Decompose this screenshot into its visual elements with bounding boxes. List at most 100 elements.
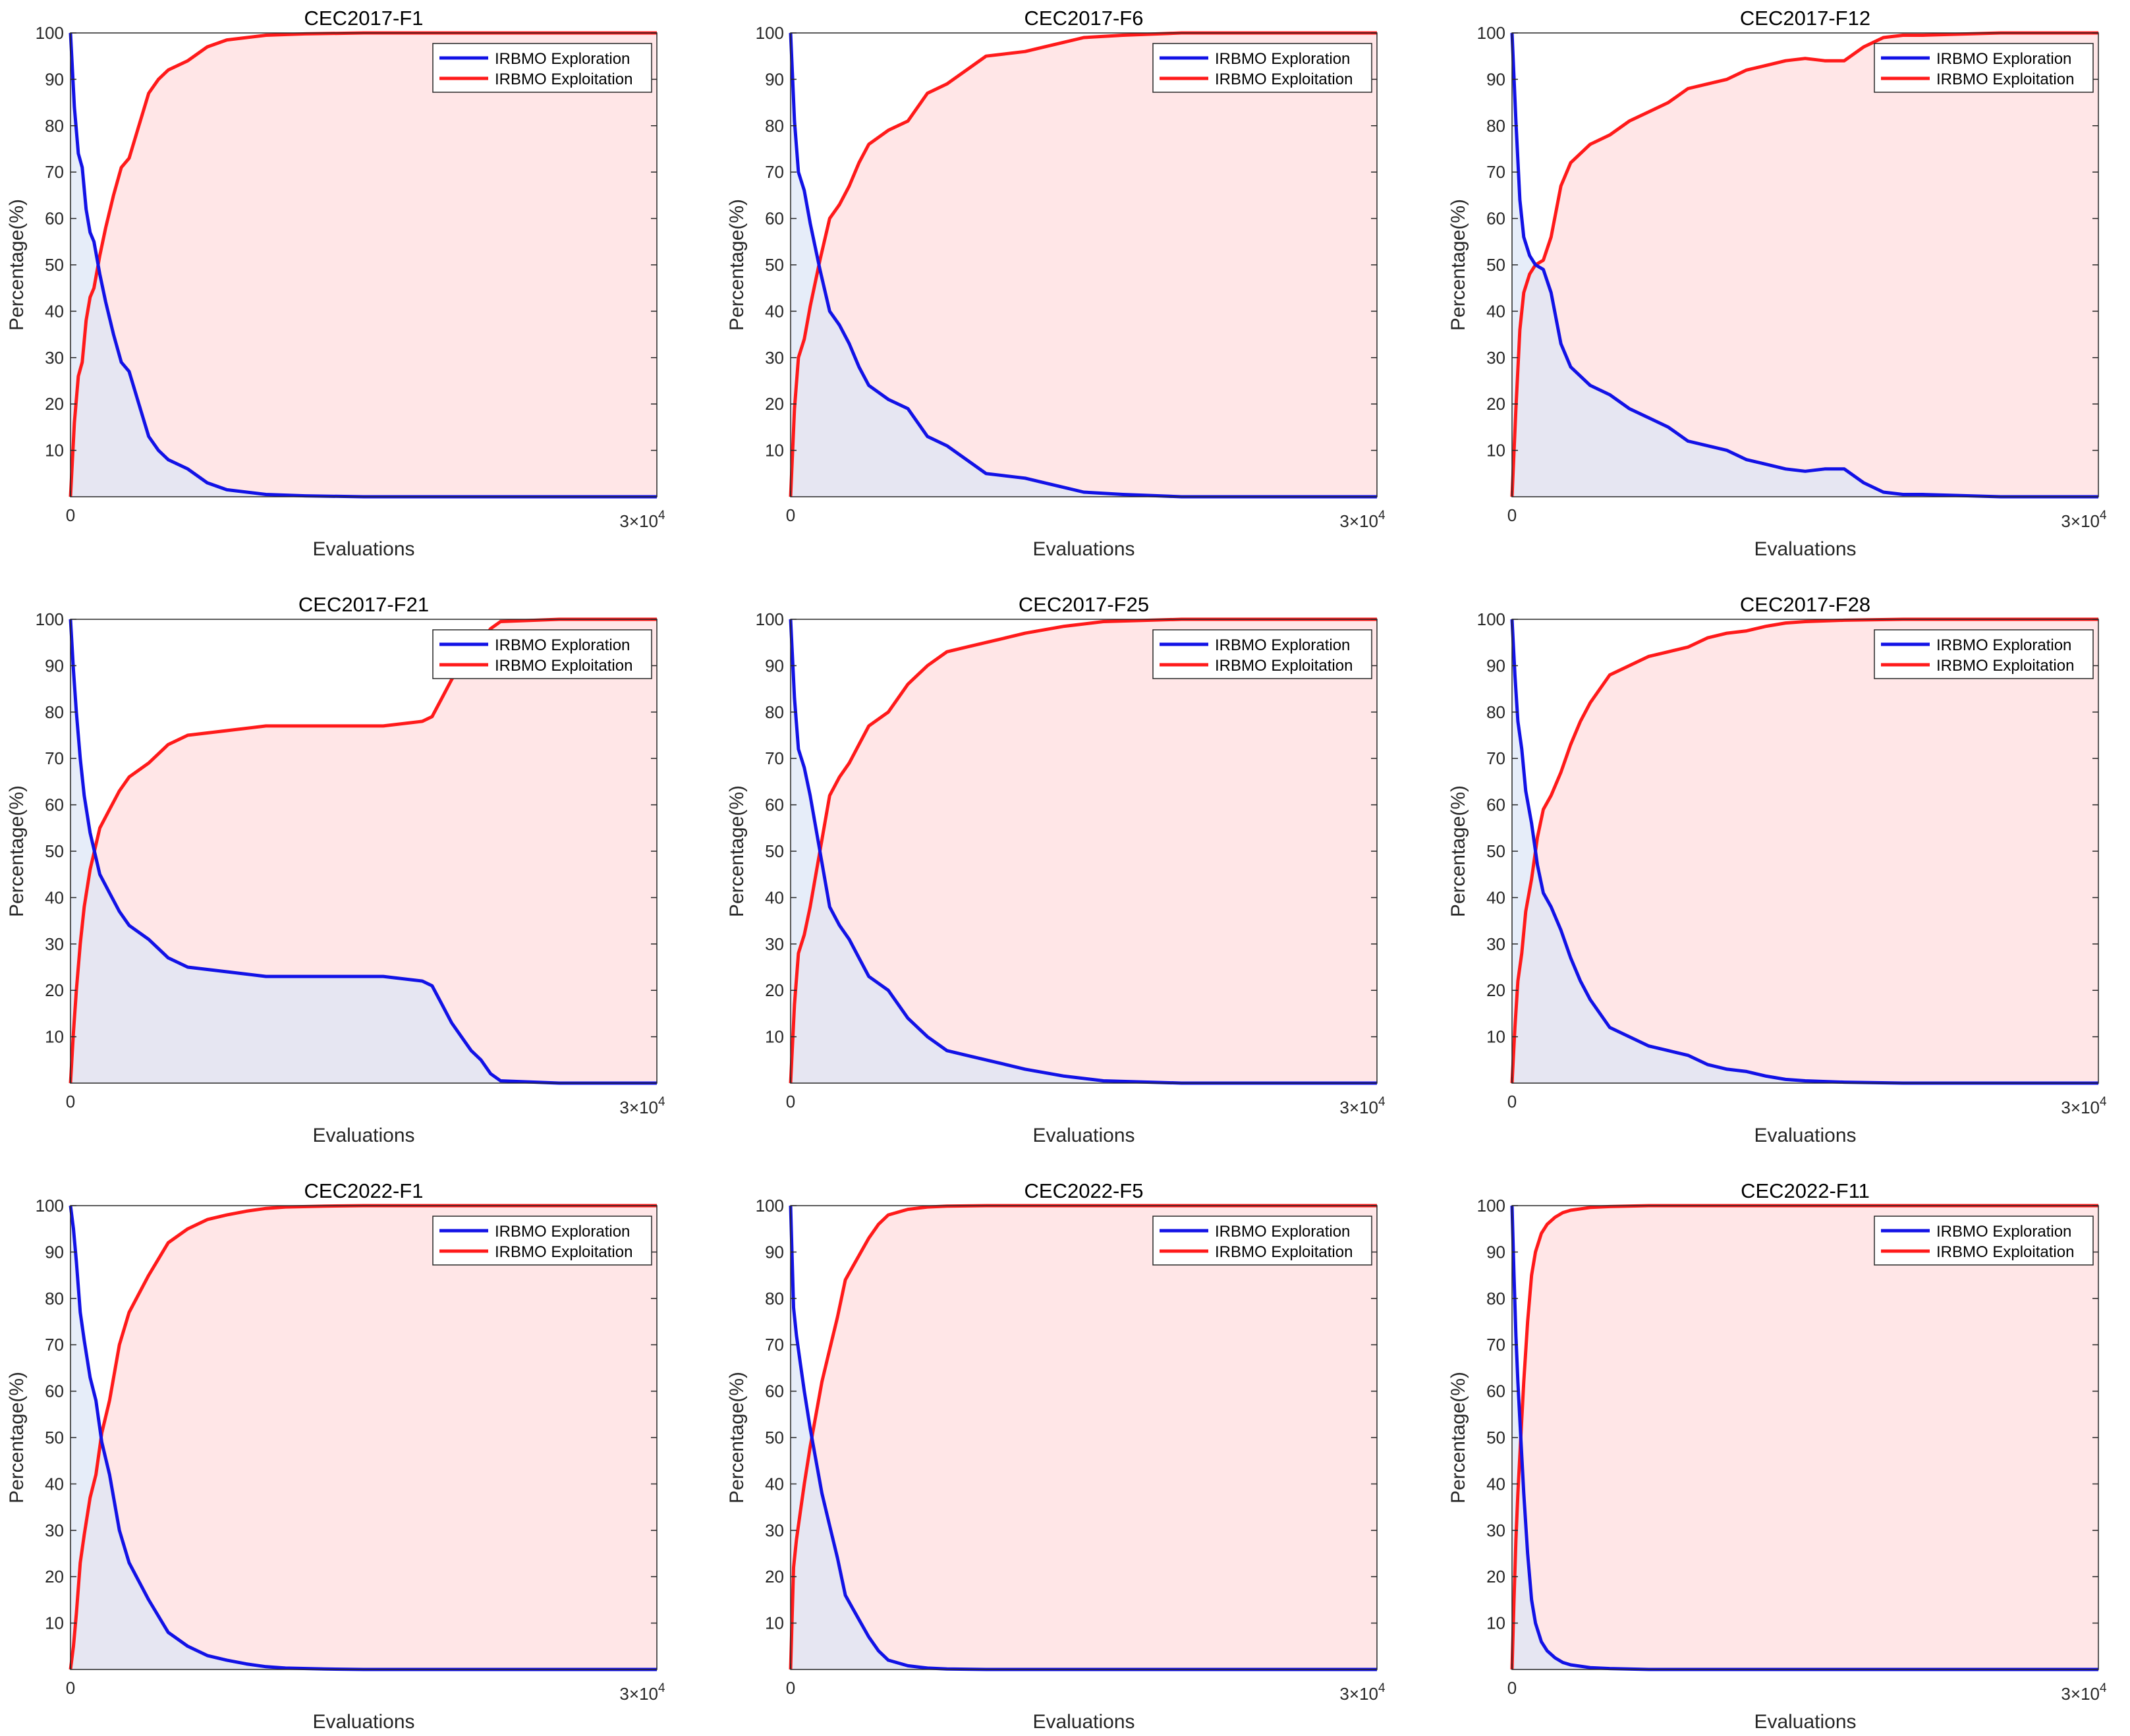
x-max-mantissa: 3×10 bbox=[619, 1098, 658, 1117]
x-axis-label: Evaluations bbox=[1032, 1711, 1135, 1733]
chart-title: CEC2017-F12 bbox=[1740, 7, 1870, 30]
y-axis-label: Percentage(%) bbox=[1447, 785, 1469, 917]
x-max-exponent: 4 bbox=[658, 509, 665, 522]
x-axis-label: Evaluations bbox=[1754, 538, 1856, 560]
y-tick-label: 10 bbox=[45, 441, 64, 461]
exploitation-area bbox=[1512, 619, 2098, 1083]
exploitation-area bbox=[791, 33, 1377, 497]
y-tick-label: 20 bbox=[45, 1567, 64, 1586]
legend-entry: IRBMO Exploitation bbox=[495, 70, 632, 88]
y-tick-label: 30 bbox=[1486, 348, 1505, 368]
exploitation-area bbox=[791, 1206, 1377, 1669]
legend-entry: IRBMO Exploitation bbox=[1215, 1243, 1353, 1261]
x-max-mantissa: 3×10 bbox=[2061, 1098, 2100, 1117]
chart-title: CEC2017-F1 bbox=[304, 7, 424, 30]
x-tick-label: 0 bbox=[66, 1678, 75, 1698]
chart-panel: 10 20 30 40 50 60 70 80 90 100 0 3×104 CEC2022-F11 Ev… bbox=[1447, 1179, 2107, 1733]
y-tick-label: 90 bbox=[765, 1242, 784, 1262]
x-tick-label: 0 bbox=[1507, 1092, 1517, 1111]
y-tick-label: 50 bbox=[765, 841, 784, 861]
chart-panel: 10 20 30 40 50 60 70 80 90 100 0 3×104 CEC2017-F21 Ev… bbox=[6, 593, 665, 1146]
y-tick-label: 70 bbox=[45, 1335, 64, 1355]
y-tick-label: 100 bbox=[756, 609, 784, 629]
legend-entry: IRBMO Exploration bbox=[1215, 1223, 1350, 1241]
exploration-line bbox=[789, 1205, 1377, 1671]
x-max-label: 3×104 bbox=[619, 1095, 665, 1117]
y-tick-label: 40 bbox=[1486, 887, 1505, 907]
y-tick-label: 90 bbox=[1486, 656, 1505, 675]
y-tick-label: 50 bbox=[765, 255, 784, 275]
exploration-line bbox=[69, 32, 657, 499]
legend-entry: IRBMO Exploration bbox=[495, 1223, 630, 1241]
legend-box bbox=[1874, 43, 2094, 93]
y-tick-label: 80 bbox=[765, 116, 784, 136]
chart-panel: 10 20 30 40 50 60 70 80 90 100 0 3×104 CEC2017-F1 Eva… bbox=[6, 7, 665, 560]
y-tick-label: 70 bbox=[45, 162, 64, 182]
y-tick-label: 80 bbox=[765, 702, 784, 722]
x-max-exponent: 4 bbox=[1378, 1681, 1386, 1695]
chart-panel: 10 20 30 40 50 60 70 80 90 100 0 3×104 CEC2017-F25 Ev… bbox=[726, 593, 1386, 1146]
y-tick-label: 60 bbox=[45, 209, 64, 229]
y-axis-label: Percentage(%) bbox=[6, 785, 28, 917]
y-tick-label: 20 bbox=[765, 980, 784, 1000]
x-tick-label: 0 bbox=[786, 505, 795, 525]
y-tick-label: 80 bbox=[45, 702, 64, 722]
x-tick-label: 0 bbox=[1507, 505, 1517, 525]
y-tick-label: 10 bbox=[765, 1613, 784, 1633]
x-tick-label: 0 bbox=[786, 1092, 795, 1111]
exploitation-line bbox=[69, 31, 657, 497]
y-tick-label: 40 bbox=[45, 1474, 64, 1494]
y-tick-label: 20 bbox=[765, 1567, 784, 1586]
exploitation-line bbox=[1510, 31, 2098, 497]
y-tick-label: 10 bbox=[45, 1613, 64, 1633]
exploration-area bbox=[791, 1206, 1377, 1669]
exploration-line bbox=[1510, 619, 2098, 1085]
y-tick-label: 20 bbox=[1486, 394, 1505, 414]
x-axis-label: Evaluations bbox=[312, 1711, 414, 1733]
y-tick-label: 40 bbox=[765, 887, 784, 907]
y-tick-label: 50 bbox=[1486, 1428, 1505, 1447]
exploitation-line bbox=[789, 617, 1377, 1084]
y-tick-label: 60 bbox=[45, 795, 64, 815]
exploitation-area bbox=[1512, 33, 2098, 497]
exploitation-line bbox=[69, 1204, 657, 1670]
x-max-mantissa: 3×10 bbox=[2061, 511, 2100, 531]
legend-entry: IRBMO Exploration bbox=[1936, 1223, 2071, 1241]
y-tick-label: 20 bbox=[45, 394, 64, 414]
y-tick-label: 10 bbox=[45, 1027, 64, 1047]
y-tick-label: 100 bbox=[36, 1196, 64, 1216]
exploitation-line bbox=[1510, 617, 2098, 1084]
legend-box bbox=[1152, 1216, 1372, 1266]
legend: IRBMO Exploration IRBMO Exploitation bbox=[1152, 1216, 1372, 1266]
x-tick-label: 0 bbox=[1507, 1678, 1517, 1698]
x-max-label: 3×104 bbox=[1339, 1681, 1386, 1704]
exploitation-area bbox=[70, 1206, 657, 1669]
exploitation-area bbox=[1512, 1206, 2098, 1669]
chart-panel: 10 20 30 40 50 60 70 80 90 100 0 3×104 CEC2022-F1 Eva… bbox=[6, 1179, 665, 1733]
y-tick-label: 70 bbox=[1486, 162, 1505, 182]
y-tick-label: 70 bbox=[45, 748, 64, 768]
y-tick-label: 100 bbox=[1477, 23, 1505, 43]
y-tick-label: 70 bbox=[765, 162, 784, 182]
exploration-line bbox=[789, 32, 1377, 499]
legend-box bbox=[1152, 43, 1372, 93]
legend-entry: IRBMO Exploration bbox=[495, 636, 630, 654]
x-max-exponent: 4 bbox=[1378, 1095, 1386, 1109]
y-tick-label: 50 bbox=[1486, 841, 1505, 861]
y-tick-label: 40 bbox=[765, 301, 784, 321]
y-tick-label: 30 bbox=[1486, 1521, 1505, 1540]
y-tick-label: 90 bbox=[765, 69, 784, 89]
chart-panel: 10 20 30 40 50 60 70 80 90 100 0 3×104 CEC2017-F6 Eva… bbox=[726, 7, 1386, 560]
exploration-area bbox=[70, 1206, 657, 1669]
legend: IRBMO Exploration IRBMO Exploitation bbox=[432, 43, 652, 93]
x-tick-label: 0 bbox=[66, 505, 75, 525]
y-tick-label: 20 bbox=[1486, 980, 1505, 1000]
x-max-mantissa: 3×10 bbox=[1339, 1098, 1378, 1117]
legend-entry: IRBMO Exploitation bbox=[1936, 657, 2074, 675]
x-max-label: 3×104 bbox=[619, 509, 665, 531]
y-tick-label: 40 bbox=[45, 887, 64, 907]
legend-entry: IRBMO Exploitation bbox=[1936, 1243, 2074, 1261]
legend-box bbox=[432, 43, 652, 93]
exploration-line bbox=[789, 619, 1377, 1085]
exploitation-line bbox=[1510, 1204, 2098, 1670]
